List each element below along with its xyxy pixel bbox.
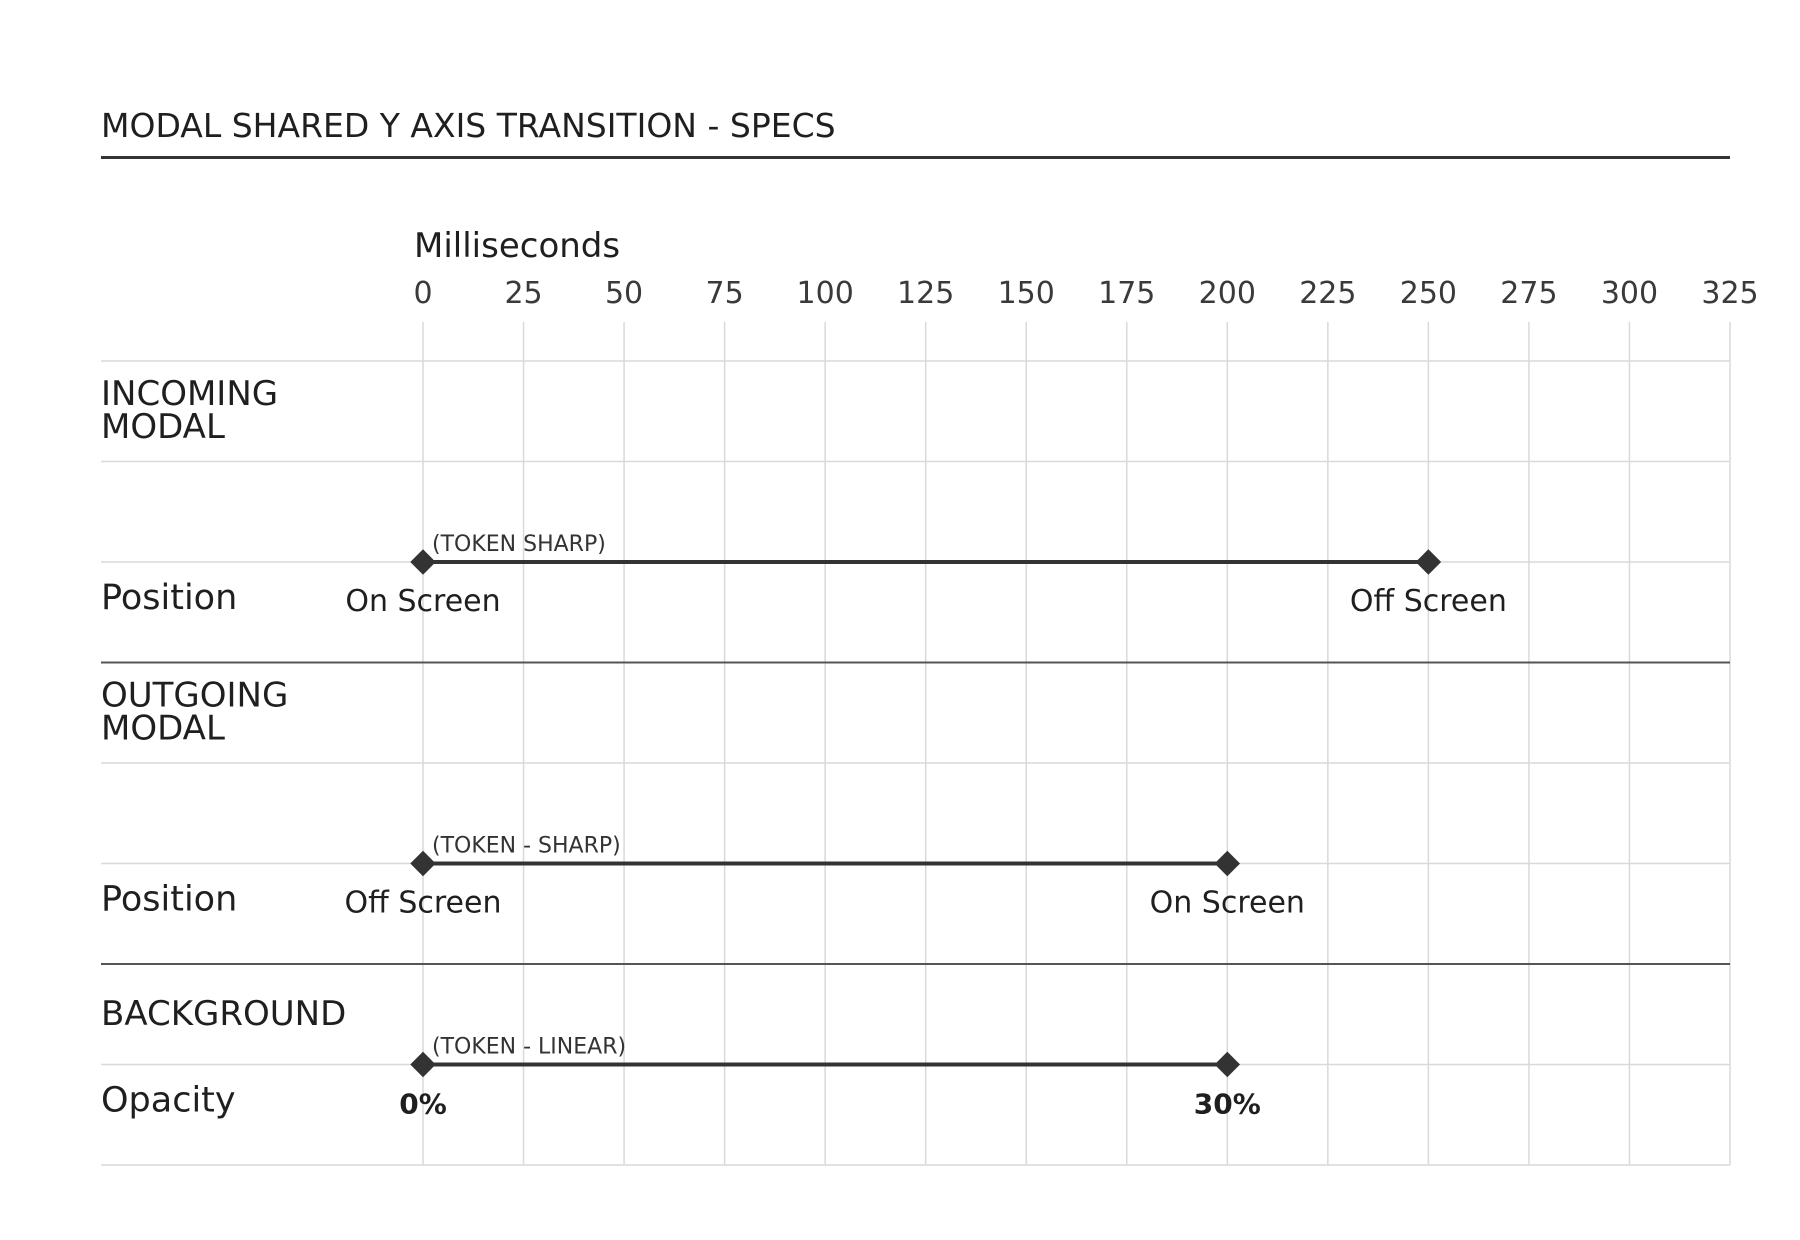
end-value-label: 30%	[1194, 1088, 1261, 1121]
tick-label-200: 200	[1199, 276, 1256, 311]
tick-label-275: 275	[1500, 276, 1557, 311]
tick-label-175: 175	[1098, 276, 1155, 311]
tick-label-225: 225	[1299, 276, 1356, 311]
section-title-line: MODAL	[101, 709, 225, 749]
easing-token-label: (TOKEN - SHARP)	[432, 834, 621, 859]
row-label: Opacity	[101, 1081, 236, 1121]
row-label: Position	[101, 578, 237, 618]
section-title-0: INCOMING MODAL	[101, 374, 278, 447]
grid	[101, 322, 1731, 1166]
start-value-label: Off Screen	[345, 886, 502, 921]
axis-title: Milliseconds	[414, 226, 620, 266]
start-value-label: 0%	[399, 1088, 447, 1121]
tick-label-50: 50	[605, 276, 643, 311]
end-keyframe-marker	[1214, 850, 1241, 877]
section-title-line: MODAL	[101, 407, 225, 447]
section-title-1: OUTGOING MODAL	[101, 676, 288, 749]
tick-label-125: 125	[897, 276, 954, 311]
tick-label-150: 150	[998, 276, 1055, 311]
section-title-2: BACKGROUND	[101, 994, 346, 1034]
tick-label-0: 0	[413, 276, 432, 311]
tick-label-300: 300	[1601, 276, 1658, 311]
end-keyframe-marker	[1415, 549, 1442, 575]
end-value-label: Off Screen	[1350, 584, 1507, 619]
row-label: Position	[101, 880, 237, 920]
tick-label-325: 325	[1701, 276, 1758, 311]
easing-token-label: (TOKEN SHARP)	[432, 532, 606, 557]
axis-ticks: Milliseconds 0 25 50 75 100 125 150 175 200 225 250…	[413, 226, 1758, 311]
tick-label-25: 25	[504, 276, 542, 311]
tick-label-250: 250	[1400, 276, 1457, 311]
start-keyframe-marker	[410, 549, 436, 575]
easing-token-label: (TOKEN - LINEAR)	[432, 1035, 626, 1060]
title-rule	[101, 156, 1730, 159]
tick-label-100: 100	[797, 276, 854, 311]
section-title-line: OUTGOING	[101, 676, 288, 716]
start-value-label: On Screen	[345, 584, 500, 619]
section-title-line: INCOMING	[101, 374, 278, 414]
end-keyframe-marker	[1214, 1051, 1241, 1078]
start-keyframe-marker	[410, 850, 436, 877]
tick-label-75: 75	[706, 276, 744, 311]
end-value-label: On Screen	[1150, 886, 1305, 921]
page-title: MODAL SHARED Y AXIS TRANSITION - SPECS	[101, 106, 836, 145]
